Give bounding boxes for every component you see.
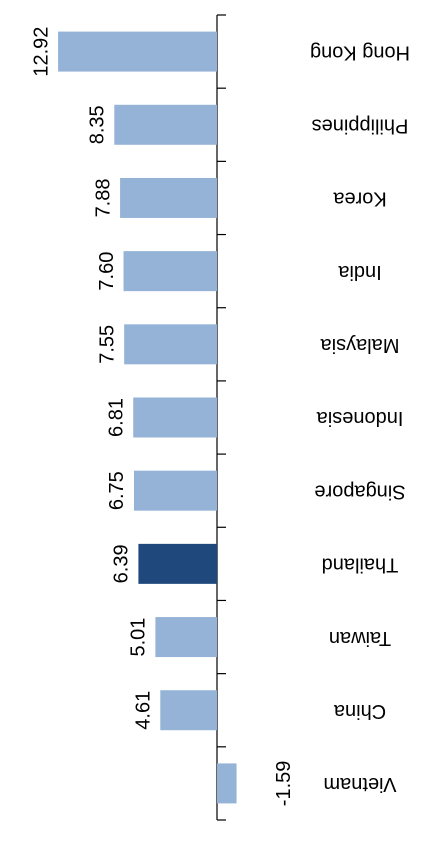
value-label: 6.39 bbox=[111, 544, 133, 583]
bar bbox=[123, 251, 217, 292]
category-label: China bbox=[333, 700, 386, 722]
value-label: 8.35 bbox=[87, 105, 109, 144]
category-label: Thailand bbox=[322, 554, 399, 576]
value-label: 12.92 bbox=[30, 27, 52, 77]
bar bbox=[58, 31, 217, 72]
value-label: 7.55 bbox=[96, 325, 118, 364]
value-label: 6.81 bbox=[106, 398, 128, 437]
bar bbox=[133, 470, 217, 511]
bar bbox=[217, 763, 237, 804]
category-label: Malaysia bbox=[320, 334, 400, 356]
category-label: Korea bbox=[332, 188, 386, 210]
category-label: Singapore bbox=[314, 480, 405, 502]
value-label: 5.01 bbox=[128, 618, 150, 657]
bar bbox=[160, 690, 217, 731]
bar bbox=[124, 324, 217, 365]
category-label: Vietnam bbox=[323, 773, 396, 795]
bar bbox=[114, 104, 217, 145]
category-label: Hong Kong bbox=[310, 41, 410, 63]
bar bbox=[133, 397, 217, 438]
category-label: Philippines bbox=[312, 114, 409, 136]
value-label: 4.61 bbox=[133, 691, 155, 730]
bar bbox=[138, 543, 217, 584]
category-label: Taiwan bbox=[329, 627, 391, 649]
bar bbox=[120, 177, 217, 218]
value-label: 6.75 bbox=[106, 471, 128, 510]
value-label: 7.60 bbox=[96, 252, 118, 291]
category-label: Indonesia bbox=[316, 407, 404, 429]
value-label: -1.59 bbox=[273, 761, 295, 807]
value-label: 7.88 bbox=[92, 178, 114, 217]
category-label: India bbox=[337, 261, 381, 283]
bar bbox=[155, 617, 217, 658]
